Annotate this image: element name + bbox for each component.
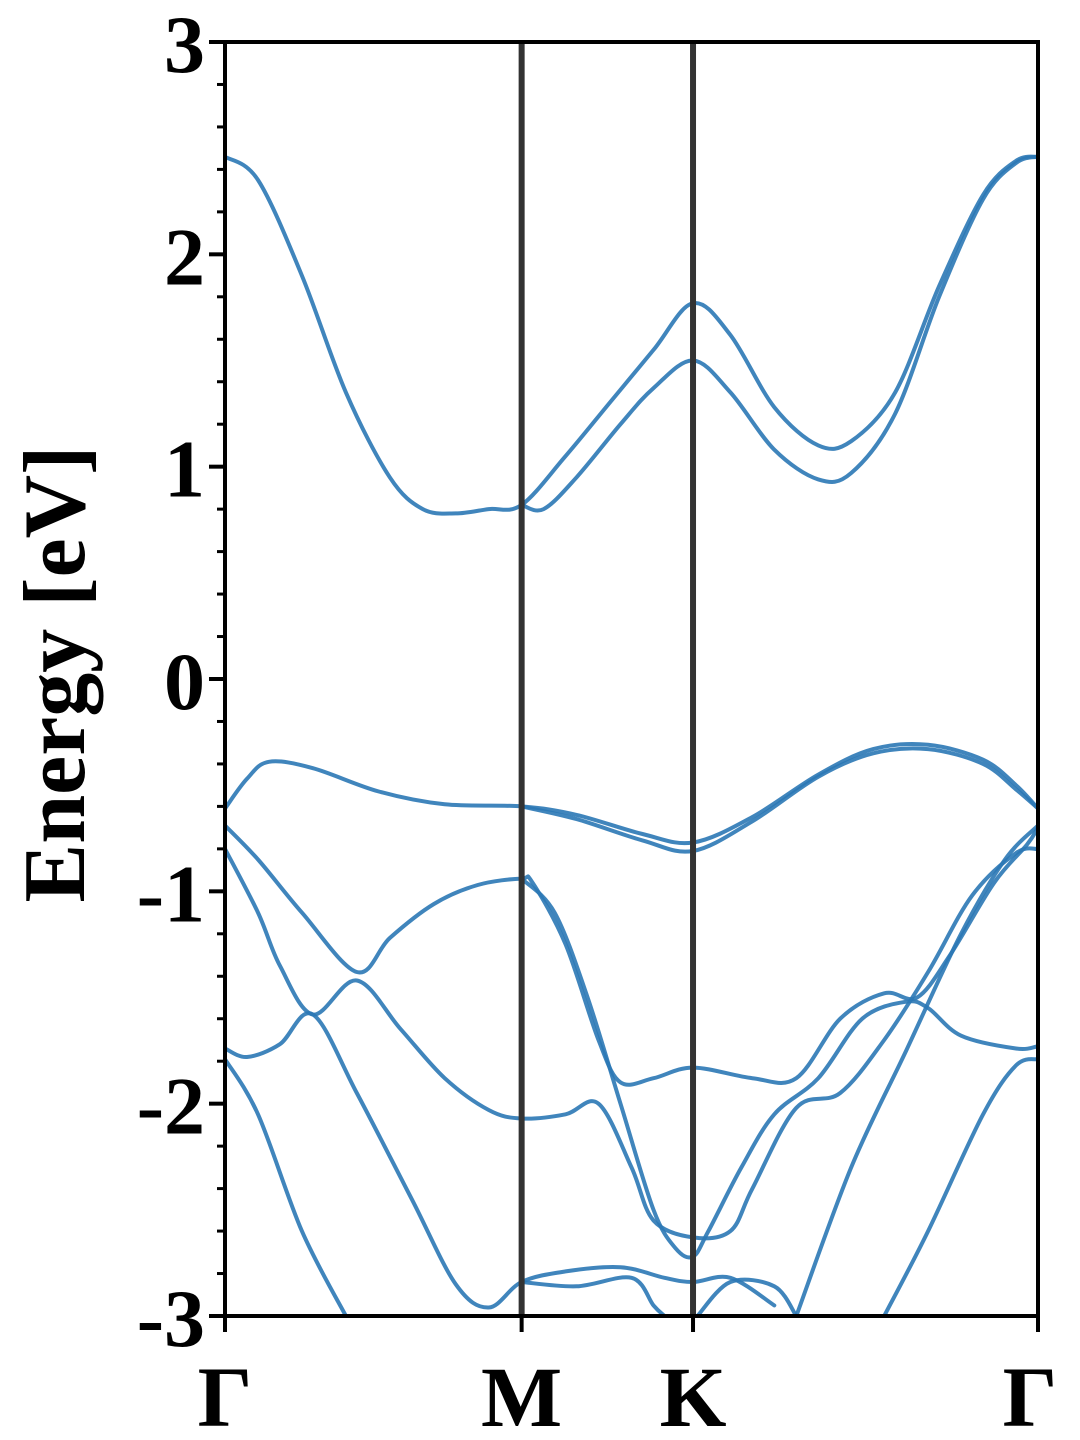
band-line-8 [225, 1011, 777, 1310]
plot-frame [223, 40, 1040, 1318]
band-line-9 [225, 1057, 348, 1316]
band-line-10 [519, 1275, 667, 1316]
y-tick-label: -1 [137, 848, 205, 939]
y-tick-label: 0 [164, 636, 205, 727]
band-line-12 [882, 1057, 1038, 1316]
y-axis-ticks: 3 2 1 0 -1 -2 -3 [137, 0, 225, 1364]
band-line-13 [794, 823, 1038, 1316]
band-line-3 [225, 742, 1038, 846]
x-tick-label-3: K [660, 1349, 727, 1440]
high-symmetry-dividers [518, 42, 697, 1316]
y-axis-label: Energy [eV] [7, 446, 104, 903]
band-line-6 [225, 846, 1038, 1241]
band-line-5 [225, 823, 1038, 1087]
band-line-4 [519, 746, 1038, 854]
band-line-2 [519, 154, 1038, 513]
x-tick-label-4: Γ [1003, 1349, 1058, 1440]
x-tick-label-1: Γ [198, 1349, 253, 1440]
x-tick-label-2: M [481, 1349, 562, 1440]
y-tick-label: 2 [164, 211, 205, 302]
y-tick-label: 1 [164, 424, 205, 515]
y-tick-label: 3 [164, 0, 205, 90]
y-tick-label: -3 [137, 1273, 205, 1364]
band-line-1 [225, 154, 1038, 516]
band-line-7 [519, 876, 1038, 1260]
band-line-11 [695, 1277, 799, 1316]
band-lines [225, 154, 1038, 1316]
y-tick-label: -2 [137, 1061, 205, 1152]
